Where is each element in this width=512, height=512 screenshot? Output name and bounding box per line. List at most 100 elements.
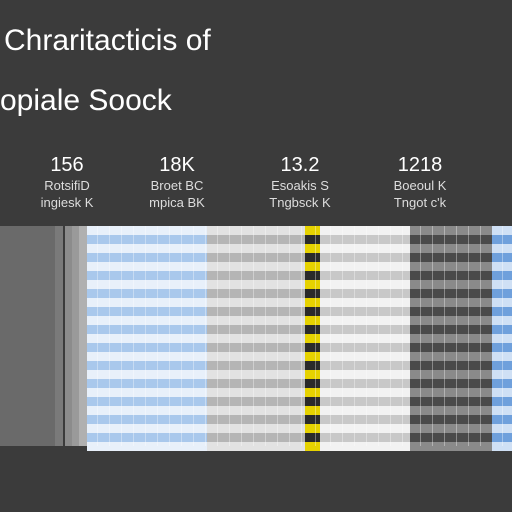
stripe (305, 415, 320, 424)
stripe (492, 271, 512, 280)
stripe (265, 226, 266, 446)
stat-value: 1218 (397, 154, 443, 176)
stripe (410, 253, 492, 262)
stripe (305, 316, 320, 325)
stripe (305, 442, 320, 451)
stripe (181, 226, 182, 446)
stripe (320, 307, 410, 316)
stripe (320, 424, 410, 433)
stripe (492, 379, 512, 388)
stripe (87, 352, 207, 361)
stripe (217, 226, 218, 446)
stripe (492, 235, 512, 244)
stripe (87, 307, 207, 316)
stripe (207, 424, 305, 433)
stripe (305, 289, 320, 298)
stripe (87, 442, 207, 451)
stat-label: Esoakis S (271, 178, 329, 193)
stripe (145, 226, 146, 446)
stripe (305, 433, 320, 442)
stripe (390, 226, 391, 446)
stripe (410, 298, 492, 307)
stripe (305, 370, 320, 379)
stripe (207, 280, 305, 289)
stripe (305, 388, 320, 397)
stripe (420, 226, 421, 446)
stripe (305, 352, 320, 361)
stripe (502, 226, 503, 446)
stripe (207, 262, 305, 271)
stripe (320, 343, 410, 352)
stripe (410, 424, 492, 433)
stripe (432, 226, 433, 446)
stripe (87, 334, 207, 343)
stripe (402, 226, 403, 446)
stripe (320, 406, 410, 415)
stripe (378, 226, 379, 446)
stripe (87, 235, 207, 244)
stripe (207, 307, 305, 316)
stripe (305, 343, 320, 352)
stripe (492, 307, 512, 316)
stripe (87, 226, 207, 235)
stripe (320, 253, 410, 262)
title: Chraritacticis of (4, 24, 211, 57)
stripe (305, 280, 320, 289)
stripe (207, 334, 305, 343)
stripe (492, 244, 512, 253)
stripe (0, 226, 55, 446)
stripe (320, 334, 410, 343)
stripe (305, 271, 320, 280)
stat-label: RotsifiD (44, 178, 90, 193)
stripe (320, 352, 410, 361)
stripe (410, 271, 492, 280)
stripe (87, 325, 207, 334)
stripe (253, 226, 254, 446)
stripe (492, 361, 512, 370)
stripe (320, 289, 410, 298)
stripe (87, 433, 207, 442)
stat-label: Tngbsck K (269, 195, 331, 210)
stripe (207, 379, 305, 388)
stat: 13.2 Esoakis S Tngbsck K (245, 154, 355, 211)
stripe (492, 226, 512, 235)
stat-label: mpica BK (149, 195, 205, 210)
stripe (492, 316, 512, 325)
stripe (87, 298, 207, 307)
stripe (87, 253, 207, 262)
stripe (87, 244, 207, 253)
stripe (320, 235, 410, 244)
stripe (87, 289, 207, 298)
stripe (410, 235, 492, 244)
stripe (207, 298, 305, 307)
stripe (87, 262, 207, 271)
stripe (410, 433, 492, 442)
stripe (354, 226, 355, 446)
stripe (87, 388, 207, 397)
stripe (72, 226, 80, 446)
stripe (87, 343, 207, 352)
stripe (320, 442, 410, 451)
stripe (492, 289, 512, 298)
stripe (410, 388, 492, 397)
stat-label: Broet BC (150, 178, 204, 193)
stripe (305, 244, 320, 253)
stripe (492, 262, 512, 271)
stripe (492, 343, 512, 352)
stat-label: Boeoul K (393, 178, 447, 193)
stripe (410, 316, 492, 325)
stripe (305, 325, 320, 334)
stripe (410, 280, 492, 289)
stripe (305, 424, 320, 433)
stripe (366, 226, 367, 446)
stripe (320, 316, 410, 325)
stripe (492, 280, 512, 289)
stripe (207, 415, 305, 424)
stripe (410, 262, 492, 271)
stripe (193, 226, 194, 446)
stat-label: ingiesk K (40, 195, 94, 210)
stripe (330, 226, 331, 446)
stripe (207, 397, 305, 406)
